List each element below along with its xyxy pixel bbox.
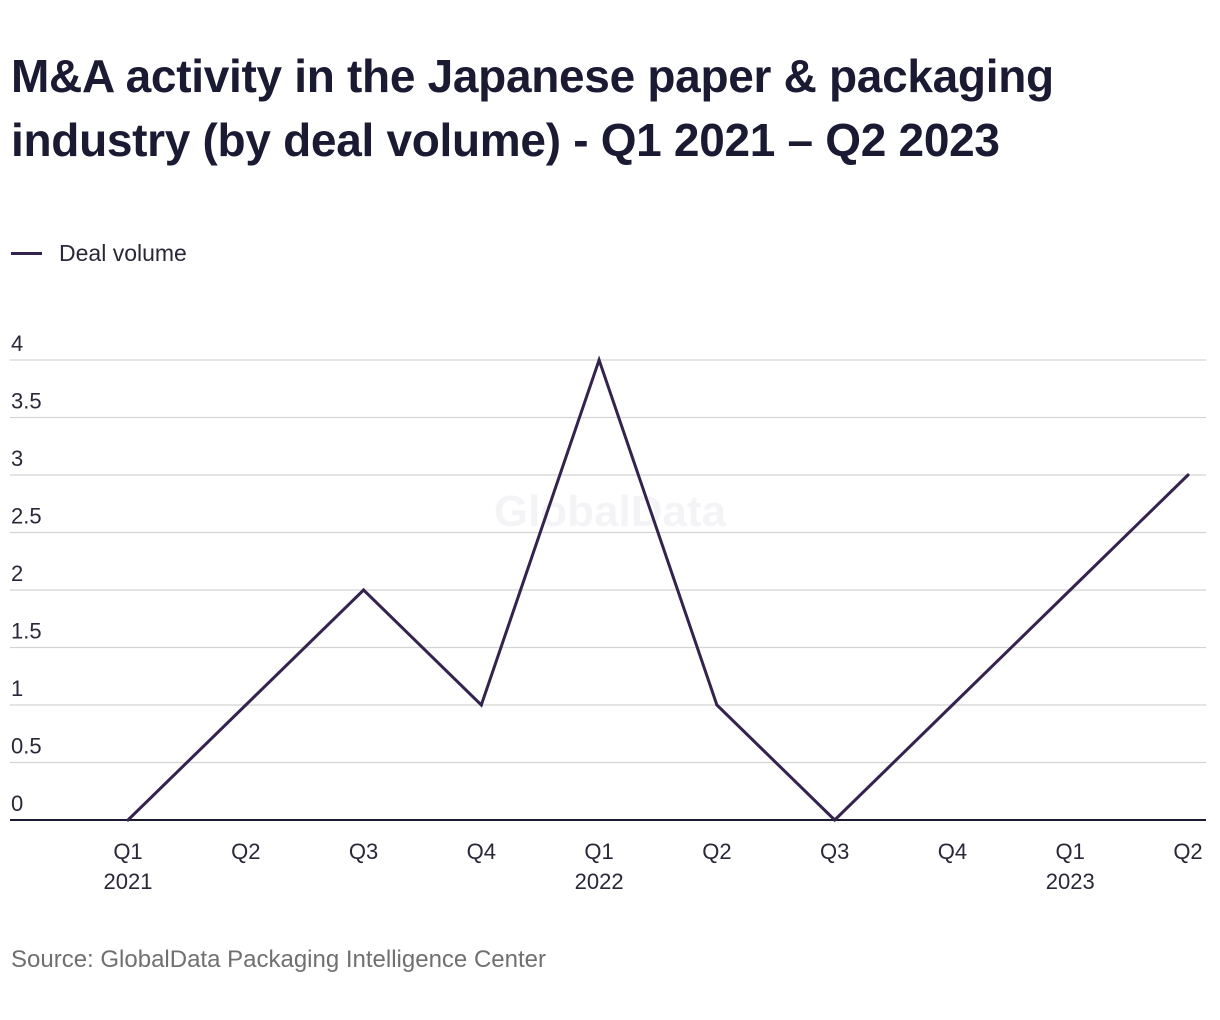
source-note: Source: GlobalData Packaging Intelligenc… [11, 946, 546, 973]
legend-label-deal-volume: Deal volume [59, 240, 187, 266]
data-point-8 [1068, 588, 1072, 592]
legend-swatch-deal-volume [11, 252, 42, 255]
x-tick-quarter-7: Q4 [938, 839, 967, 864]
x-tick-year-4: 2022 [575, 869, 624, 894]
y-tick-label-1: 0.5 [11, 734, 42, 759]
x-tick-year-8: 2023 [1046, 869, 1095, 894]
data-point-0 [126, 818, 130, 822]
x-tick-quarter-6: Q3 [820, 839, 849, 864]
y-tick-label-7: 3.5 [11, 389, 42, 414]
data-point-1 [244, 703, 248, 707]
legend: Deal volume [11, 240, 187, 267]
y-tick-label-2: 1 [11, 676, 23, 701]
x-tick-quarter-3: Q4 [467, 839, 496, 864]
line-chart: GlobalData 0 0.5 1 1.5 2 2.5 3 3.5 4 Q1 2021 Q2 Q3 Q… [10, 331, 1206, 894]
chart-title: M&A activity in the Japanese paper & pac… [11, 50, 1054, 166]
data-point-5 [715, 703, 719, 707]
x-tick-quarter-2: Q3 [349, 839, 378, 864]
x-tick-quarter-5: Q2 [702, 839, 731, 864]
y-tick-label-8: 4 [11, 331, 23, 356]
x-tick-quarter-4: Q1 [584, 839, 613, 864]
data-point-6 [833, 818, 837, 822]
x-tick-quarter-0: Q1 [113, 839, 142, 864]
series-line-deal-volume [126, 355, 1190, 823]
data-point-3 [479, 703, 483, 707]
data-point-4 [597, 358, 601, 362]
y-tick-label-3: 1.5 [11, 619, 42, 644]
x-tick-year-0: 2021 [104, 869, 153, 894]
y-tick-label-6: 3 [11, 446, 23, 471]
x-tick-quarter-9: Q2 [1173, 839, 1202, 864]
watermark-text: GlobalData [494, 487, 727, 536]
data-point-9 [1186, 473, 1190, 477]
y-tick-label-5: 2.5 [11, 504, 42, 529]
data-point-7 [950, 703, 954, 707]
x-tick-quarter-1: Q2 [231, 839, 260, 864]
y-tick-label-0: 0 [11, 791, 23, 816]
x-tick-quarter-8: Q1 [1056, 839, 1085, 864]
data-point-2 [362, 588, 366, 592]
y-tick-label-4: 2 [11, 561, 23, 586]
